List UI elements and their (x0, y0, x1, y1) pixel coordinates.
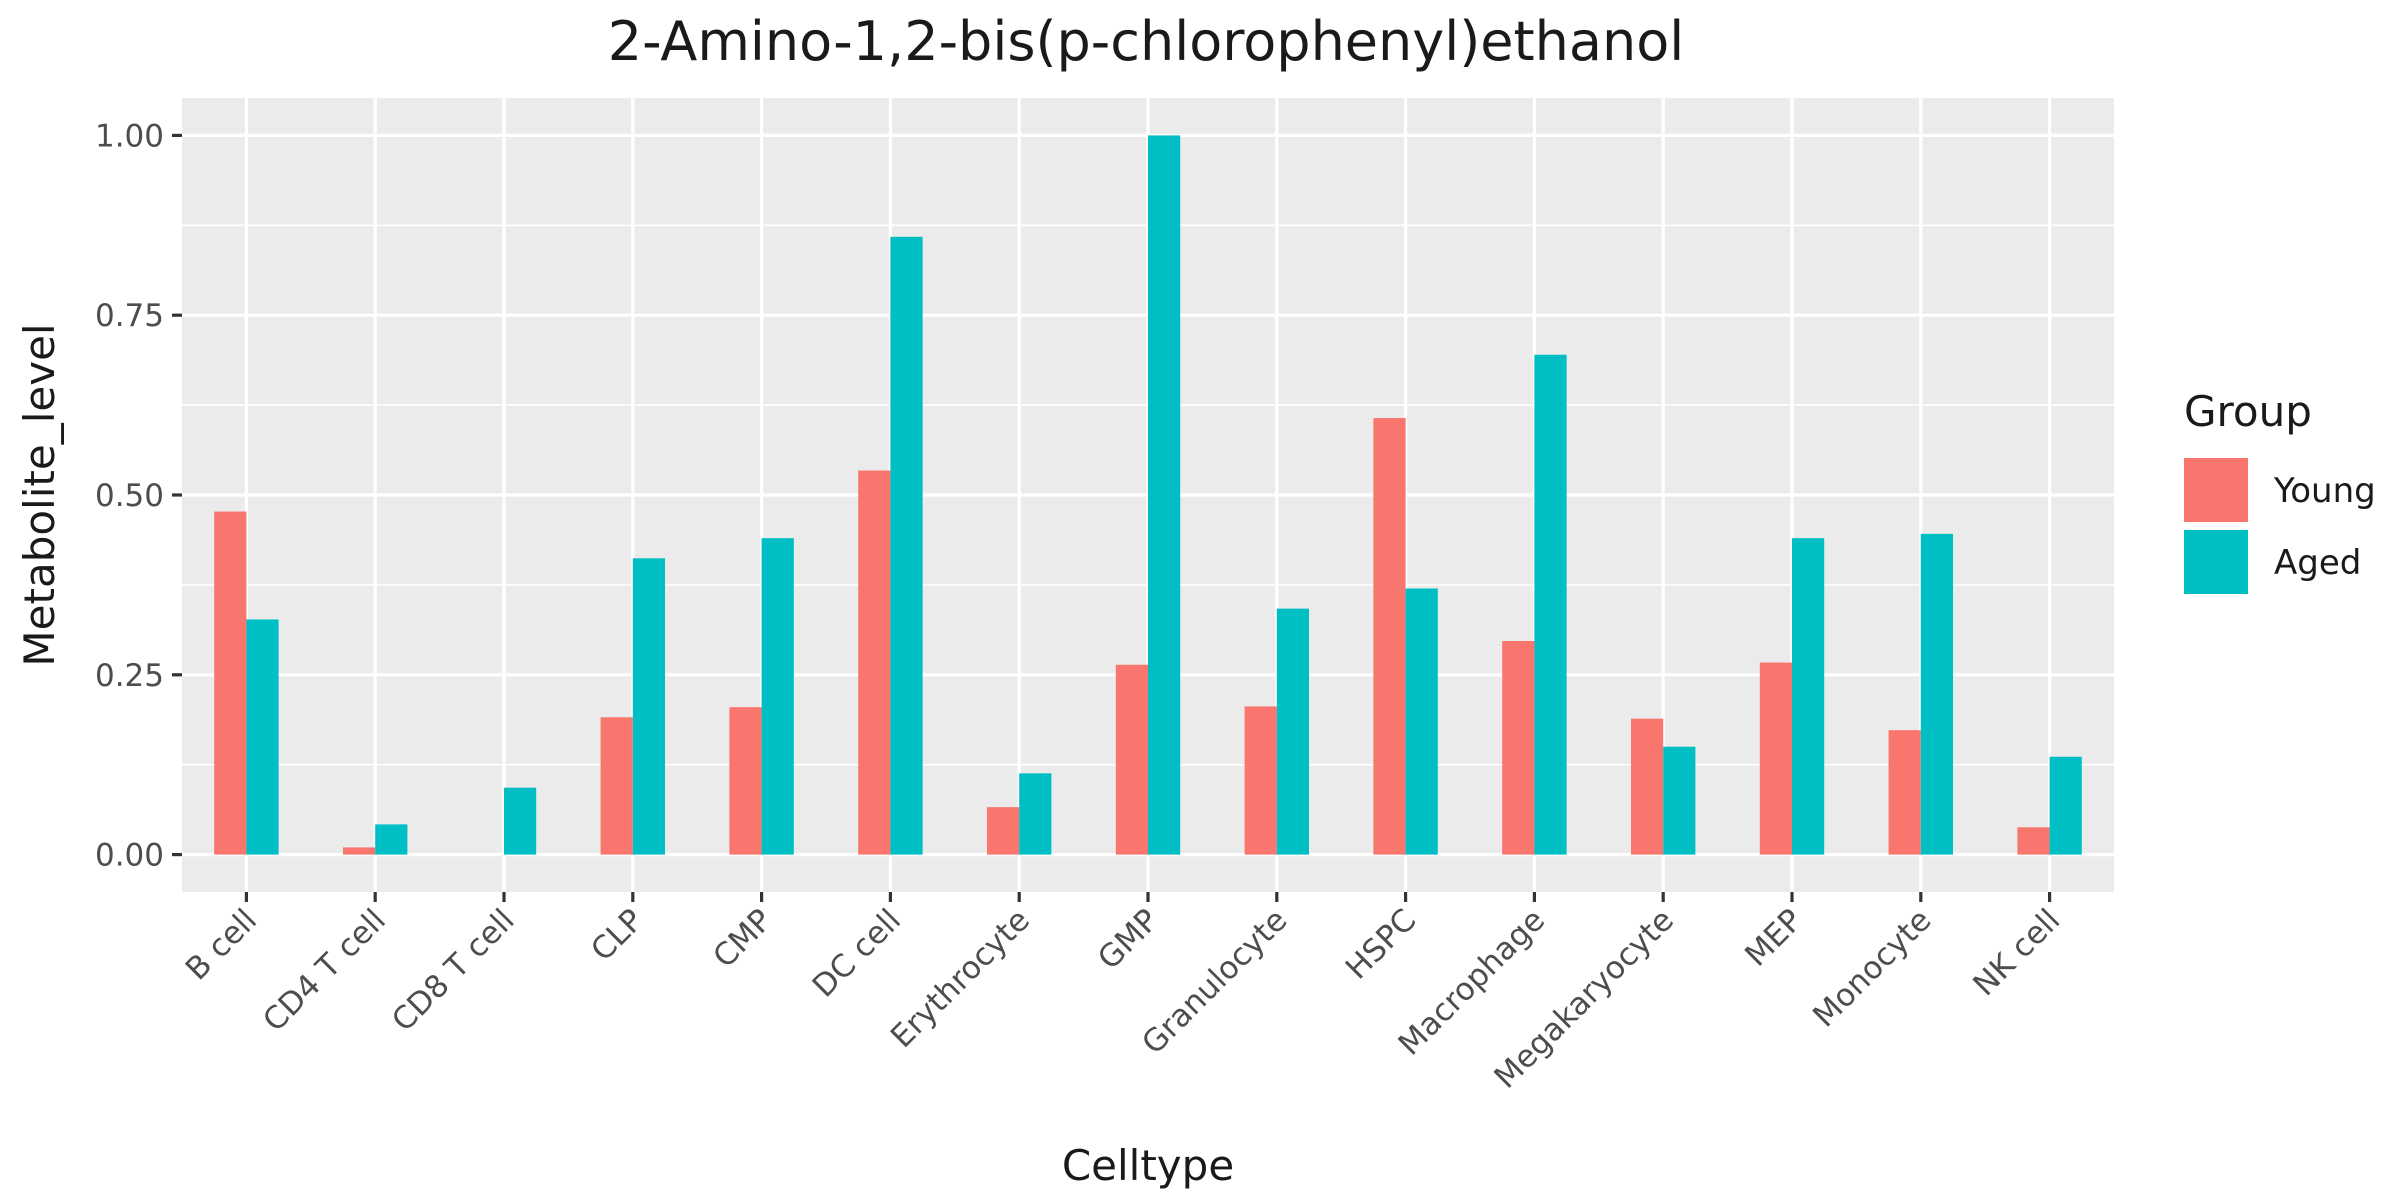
legend-label-aged: Aged (2274, 543, 2361, 583)
bar-aged-erythrocyte (1019, 773, 1052, 855)
legend: Group Young Aged (2184, 387, 2376, 594)
bar-aged-cmp (761, 538, 794, 855)
bar-aged-cd4-t-cell (375, 824, 408, 855)
y-tick-label: 1.00 (95, 118, 164, 154)
bar-aged-b-cell (246, 619, 279, 855)
bar-aged-gmp (1148, 135, 1181, 855)
x-tick-label: Erythrocyte (884, 902, 1037, 1055)
bar-young-monocyte (1888, 730, 1921, 855)
y-tick-label: 0.25 (95, 658, 164, 694)
x-tick-label: B cell (179, 902, 264, 987)
bar-aged-macrophage (1534, 354, 1567, 855)
bar-young-nk-cell (2017, 827, 2050, 855)
x-tick-label: CLP (584, 902, 650, 968)
bar-aged-clp (632, 558, 665, 855)
y-tick-label: 0.00 (95, 838, 164, 874)
y-tick-label: 0.50 (95, 478, 164, 514)
bar-aged-granulocyte (1276, 608, 1309, 855)
bar-aged-megakaryocyte (1663, 746, 1696, 855)
x-tick-label: MEP (1738, 902, 1809, 973)
chart-title: 2-Amino-1,2-bis(p-chlorophenyl)ethanol (608, 10, 1685, 73)
bar-young-granulocyte (1244, 706, 1277, 855)
legend-label-young: Young (2273, 471, 2376, 511)
y-axis-title: Metabolite_level (15, 323, 64, 666)
x-tick-label: CD8 T cell (385, 902, 522, 1039)
bar-young-hspc (1373, 418, 1406, 855)
legend-key-young (2184, 458, 2248, 522)
x-tick-label: GMP (1091, 902, 1166, 977)
legend-key-aged (2184, 530, 2248, 594)
bar-aged-cd8-t-cell (504, 787, 537, 855)
x-axis-title: Celltype (1062, 1141, 1234, 1190)
bar-aged-mep (1792, 538, 1825, 855)
bar-young-dc-cell (858, 470, 891, 855)
bar-young-megakaryocyte (1631, 718, 1664, 855)
bar-young-cd4-t-cell (343, 847, 376, 855)
x-tick-label: CD4 T cell (256, 902, 393, 1039)
bar-young-clp (600, 717, 633, 855)
bars (214, 135, 2082, 855)
x-tick-label: HSPC (1339, 902, 1423, 986)
y-tick-label: 0.75 (95, 298, 164, 334)
bar-young-gmp (1115, 664, 1148, 855)
bar-aged-dc-cell (890, 236, 923, 855)
x-tick-label: NK cell (1966, 902, 2067, 1003)
bar-aged-nk-cell (2049, 756, 2082, 855)
bar-young-mep (1759, 662, 1792, 855)
bar-aged-hspc (1405, 588, 1438, 855)
legend-title: Group (2184, 387, 2312, 436)
bar-young-cmp (729, 707, 762, 855)
x-tick-label: CMP (706, 902, 779, 975)
x-tick-label: Monocyte (1806, 902, 1938, 1034)
bar-young-b-cell (214, 511, 247, 855)
bar-aged-monocyte (1920, 533, 1953, 855)
bar-young-erythrocyte (987, 807, 1020, 855)
bar-young-macrophage (1502, 640, 1535, 855)
x-tick-label: DC cell (806, 902, 908, 1004)
